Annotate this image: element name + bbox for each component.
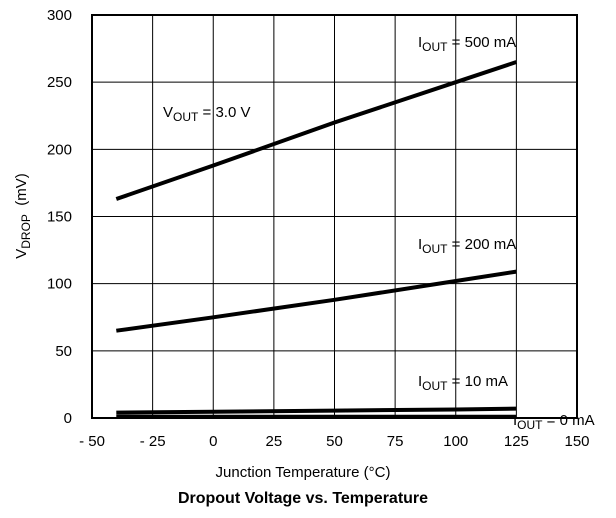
annotation-iout-500: IOUT = 500 mA xyxy=(418,34,516,54)
series-line xyxy=(115,60,518,201)
x-tick-label: 125 xyxy=(504,433,529,450)
x-tick-label: 75 xyxy=(387,433,404,450)
annotation-iout-200: IOUT = 200 mA xyxy=(418,236,516,256)
y-tick-label: 50 xyxy=(55,343,72,360)
annotation-subscript: OUT xyxy=(422,242,448,256)
annotation-vout: VOUT = 3.0 V xyxy=(163,104,250,124)
chart-title: Dropout Voltage vs. Temperature xyxy=(178,490,428,507)
y-tick-label: 300 xyxy=(47,7,72,24)
series-line xyxy=(116,406,517,415)
x-tick-label: 50 xyxy=(326,433,343,450)
x-tick-label: 150 xyxy=(564,433,589,450)
y-tick-labels: 0 50 100 150 200 250 300 xyxy=(47,7,72,427)
y-axis-title-sub: DROP xyxy=(19,214,33,249)
series-lines xyxy=(115,60,518,419)
x-tick-labels: - 50 - 25 0 25 50 75 100 125 150 xyxy=(79,433,589,450)
annotation-text: V xyxy=(163,104,173,121)
x-tick-label: 25 xyxy=(266,433,283,450)
annotation-text: = 500 mA xyxy=(448,34,517,51)
x-tick-label: 0 xyxy=(209,433,217,450)
gridlines xyxy=(91,14,578,419)
x-tick-label: - 25 xyxy=(140,433,166,450)
annotation-text: = 10 mA xyxy=(448,373,508,390)
x-tick-label: 100 xyxy=(443,433,468,450)
y-tick-label: 100 xyxy=(47,276,72,293)
y-tick-label: 150 xyxy=(47,209,72,226)
x-tick-label: - 50 xyxy=(79,433,105,450)
series-line xyxy=(116,269,517,333)
x-axis-title: Junction Temperature (°C) xyxy=(216,464,391,481)
annotation-text: = 200 mA xyxy=(448,236,517,253)
annotation-text: I xyxy=(513,412,517,429)
annotation-text: = 3.0 V xyxy=(198,104,250,121)
annotation-iout-0: IOUT = 0 mA xyxy=(513,412,595,432)
y-tick-label: 0 xyxy=(64,410,72,427)
y-tick-label: 200 xyxy=(47,141,72,158)
annotation-subscript: OUT xyxy=(422,40,448,54)
annotation-text: I xyxy=(418,34,422,51)
y-axis-title-rest: (mV) xyxy=(13,173,30,214)
annotation-subscript: OUT xyxy=(517,418,543,432)
y-axis-title: VDROP (mV) xyxy=(13,173,33,259)
annotation-text: I xyxy=(418,236,422,253)
annotation-subscript: OUT xyxy=(422,379,448,393)
annotation-text: I xyxy=(418,373,422,390)
y-tick-label: 250 xyxy=(47,74,72,91)
annotation-subscript: OUT xyxy=(173,110,199,124)
y-axis-title-base: V xyxy=(13,249,30,259)
annotation-iout-10: IOUT = 10 mA xyxy=(418,373,508,393)
annotation-text: = 0 mA xyxy=(543,412,595,429)
